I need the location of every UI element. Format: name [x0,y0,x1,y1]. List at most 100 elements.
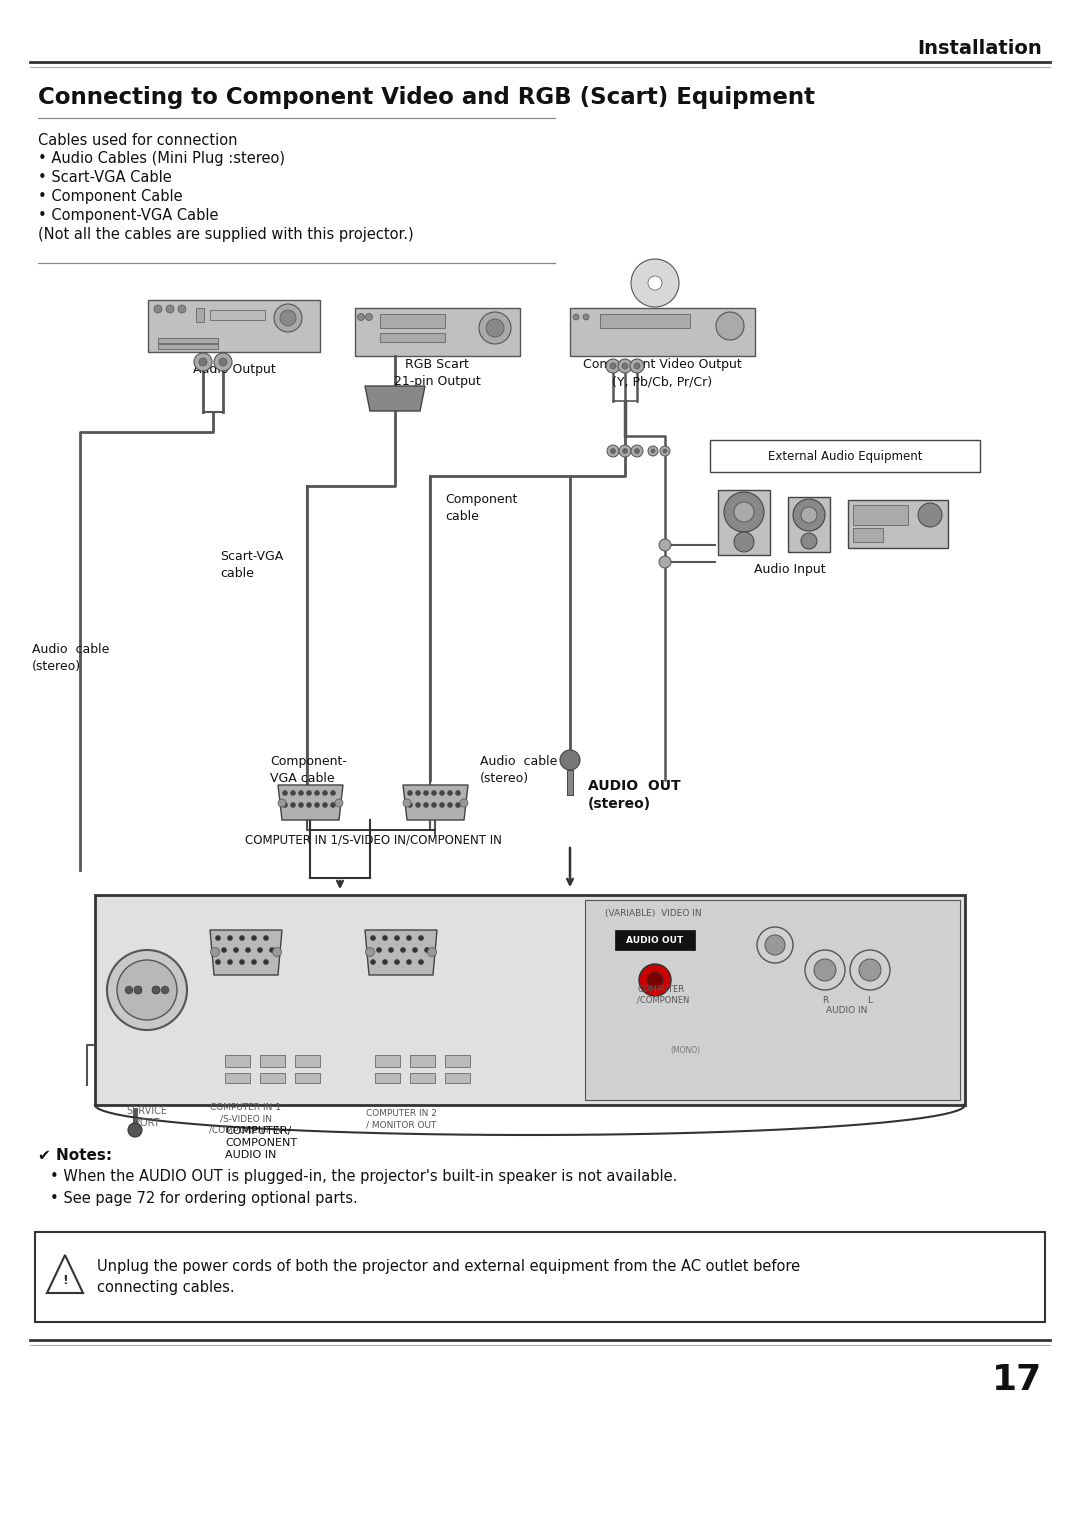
Circle shape [298,803,303,807]
Circle shape [252,936,257,941]
Circle shape [801,507,816,522]
Bar [380,332,445,342]
Text: Scart-VGA
cable: Scart-VGA cable [220,550,283,581]
Bar [295,1056,320,1066]
Circle shape [639,964,671,996]
Circle shape [416,803,420,807]
Text: !: ! [63,1275,68,1287]
Circle shape [194,352,212,371]
Circle shape [219,358,227,366]
Bar [225,1072,249,1083]
Circle shape [456,803,460,807]
Circle shape [793,499,825,532]
Circle shape [583,314,589,320]
Text: COMPUTER IN 1/S-VIDEO IN/COMPONENT IN: COMPUTER IN 1/S-VIDEO IN/COMPONENT IN [245,833,502,847]
Bar [95,895,966,1105]
Circle shape [734,532,754,552]
Bar [848,499,948,548]
Circle shape [724,492,764,532]
Circle shape [859,959,881,980]
Circle shape [270,947,274,953]
Circle shape [125,987,133,994]
Circle shape [634,363,640,369]
Circle shape [419,936,423,941]
Bar [225,1056,249,1066]
Circle shape [456,791,460,795]
Circle shape [245,947,251,953]
Text: AUDIO OUT: AUDIO OUT [626,936,684,945]
Text: • Component Cable: • Component Cable [38,188,183,204]
Bar [718,490,770,555]
Bar [600,314,690,328]
Bar [35,1232,1045,1322]
Circle shape [659,539,671,552]
Circle shape [216,936,220,941]
Text: (MONO): (MONO) [670,1045,700,1054]
Circle shape [152,987,160,994]
Bar [445,1072,470,1083]
Circle shape [407,803,413,807]
Circle shape [382,936,388,941]
Circle shape [240,936,244,941]
Bar [158,345,218,349]
Circle shape [460,800,468,807]
Text: Component
cable: Component cable [445,493,517,522]
Bar [195,308,204,322]
Bar [295,1072,320,1083]
Text: Cables used for connection: Cables used for connection [38,132,238,147]
Circle shape [805,950,845,990]
Circle shape [257,947,262,953]
Text: L: L [867,996,873,1005]
Circle shape [648,276,662,290]
Circle shape [382,959,388,965]
Text: COMPUTER IN 1
/S-VIDEO IN
/COMPONENT IN: COMPUTER IN 1 /S-VIDEO IN /COMPONENT IN [210,1103,283,1135]
Circle shape [357,314,365,320]
Text: • Scart-VGA Cable: • Scart-VGA Cable [38,170,172,184]
Text: COMPUTER IN 2
/ MONITOR OUT: COMPUTER IN 2 / MONITOR OUT [365,1109,436,1129]
Circle shape [365,314,373,320]
Circle shape [211,947,219,956]
Circle shape [406,936,411,941]
Bar [710,440,980,472]
Circle shape [107,950,187,1030]
Circle shape [606,358,620,372]
Circle shape [330,791,336,795]
Text: Connecting to Component Video and RGB (Scart) Equipment: Connecting to Component Video and RGB (S… [38,86,815,109]
Circle shape [228,936,232,941]
Circle shape [307,803,311,807]
Text: AUDIO IN: AUDIO IN [826,1005,867,1014]
Polygon shape [365,386,426,411]
Bar [853,506,908,525]
Circle shape [323,803,327,807]
Circle shape [630,358,644,372]
Circle shape [274,303,302,332]
Circle shape [423,791,429,795]
Circle shape [401,947,405,953]
Circle shape [663,449,667,453]
Circle shape [221,947,227,953]
Text: Component-
VGA cable: Component- VGA cable [270,755,347,784]
Circle shape [323,791,327,795]
Bar [375,1056,400,1066]
Circle shape [199,358,207,366]
Bar [380,314,445,328]
Circle shape [850,950,890,990]
Circle shape [134,987,141,994]
Circle shape [335,800,343,807]
Circle shape [129,1123,141,1137]
Text: AUDIO  OUT
(stereo): AUDIO OUT (stereo) [588,778,680,812]
Text: COMPUTER/
COMPONENT
AUDIO IN: COMPUTER/ COMPONENT AUDIO IN [225,1126,297,1160]
Text: ✔ Notes:: ✔ Notes: [38,1147,112,1163]
Circle shape [134,987,141,994]
Text: Audio  cable
(stereo): Audio cable (stereo) [480,755,557,784]
Text: • Component-VGA Cable: • Component-VGA Cable [38,207,218,222]
Circle shape [264,936,269,941]
Text: SERVICE
PORT: SERVICE PORT [126,1106,167,1128]
Circle shape [403,800,411,807]
Circle shape [216,959,220,965]
Circle shape [240,959,244,965]
Circle shape [283,803,287,807]
Text: Audio  cable
(stereo): Audio cable (stereo) [32,643,109,673]
Circle shape [440,791,445,795]
Text: Component Video Output
(Y, Pb/Cb, Pr/Cr): Component Video Output (Y, Pb/Cb, Pr/Cr) [582,358,741,388]
